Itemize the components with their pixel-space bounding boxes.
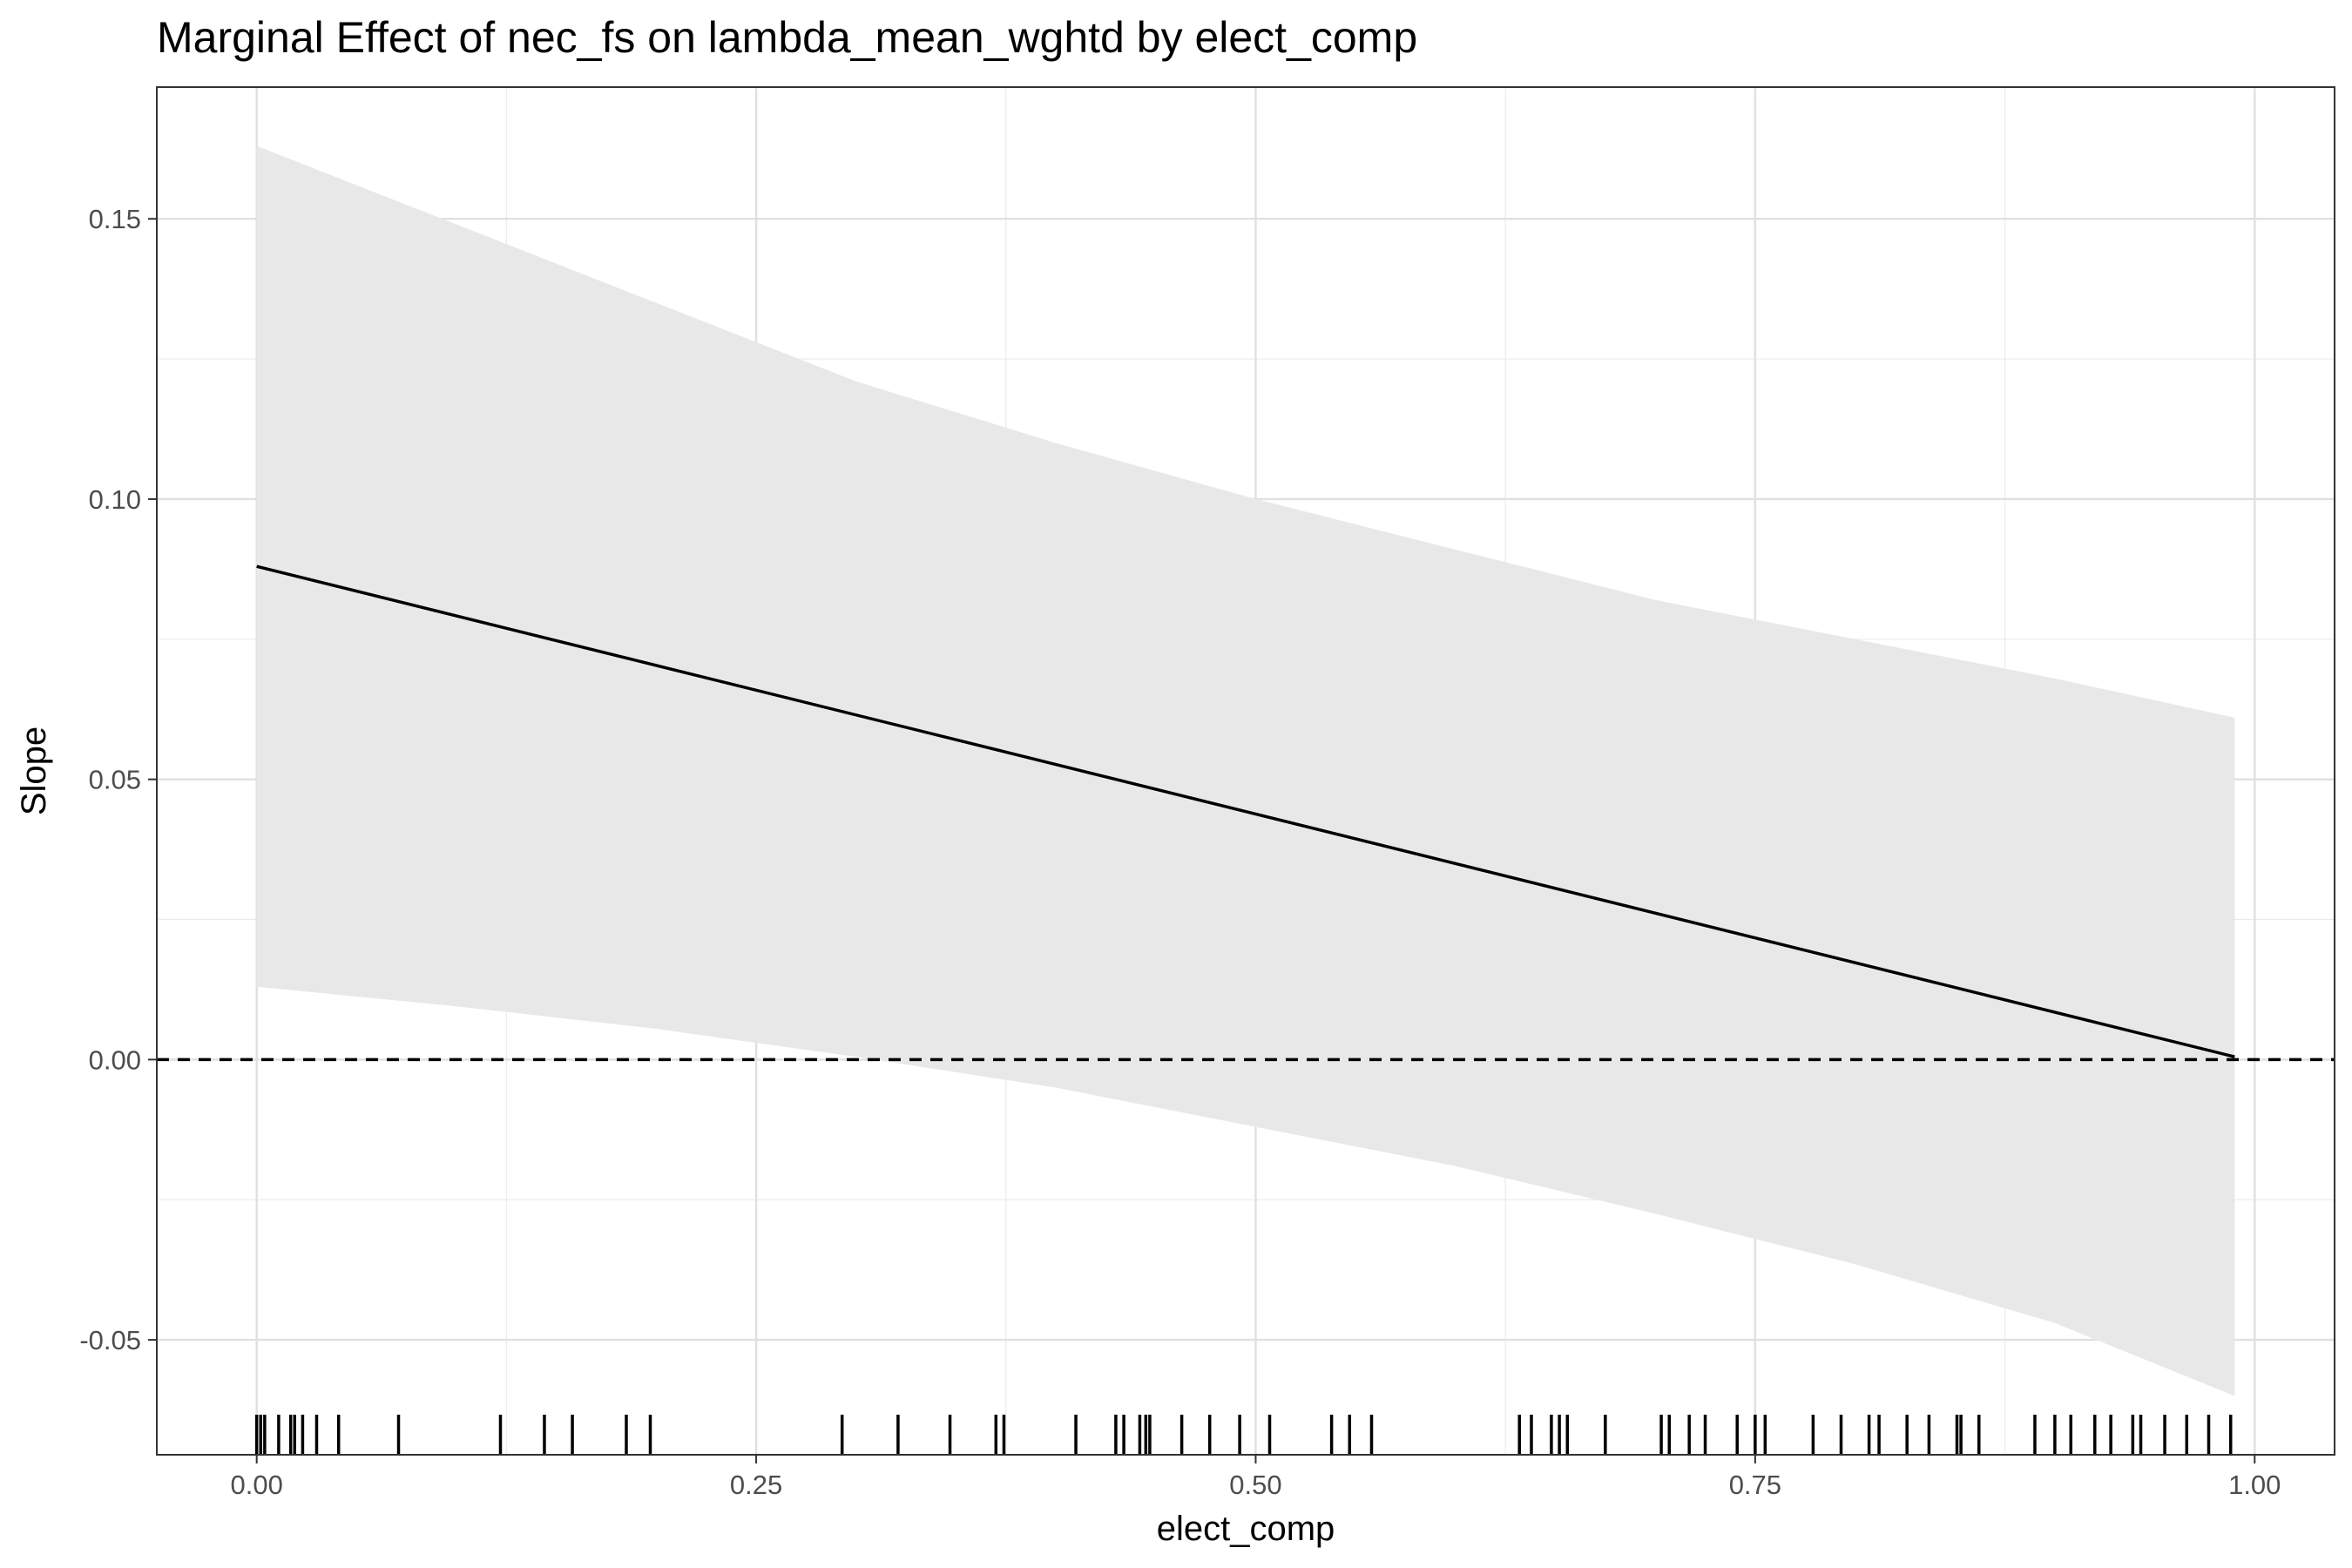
y-axis: -0.05 0.00 0.05 0.10 0.15: [79, 204, 157, 1355]
y-tick-label: -0.05: [79, 1325, 141, 1355]
chart-title: Marginal Effect of nec_fs on lambda_mean…: [157, 13, 1417, 62]
confidence-band-group: [256, 145, 2235, 1396]
plot-border: [156, 86, 2335, 1456]
x-tick-label: 1.00: [2228, 1470, 2281, 1500]
x-tick-label: 0.75: [1729, 1470, 1781, 1500]
y-axis-title: Slope: [15, 727, 53, 815]
estimate-line-group: [256, 564, 2235, 1058]
estimate-line: [256, 564, 2235, 1058]
x-tick-label: 0.25: [730, 1470, 782, 1500]
x-axis-title: elect_comp: [1157, 1510, 1335, 1548]
x-tick-label: 0.00: [231, 1470, 283, 1500]
x-tick-label: 0.50: [1229, 1470, 1281, 1500]
confidence-band: [256, 145, 2235, 1396]
y-tick-label: 0.10: [89, 484, 141, 515]
rug-group: [254, 1415, 2233, 1455]
y-tick-label: 0.05: [89, 765, 141, 795]
y-tick-label: 0.15: [89, 204, 141, 234]
x-axis: 0.00 0.25 0.50 0.75 1.00: [231, 1455, 2281, 1500]
y-tick-label: 0.00: [89, 1044, 141, 1075]
